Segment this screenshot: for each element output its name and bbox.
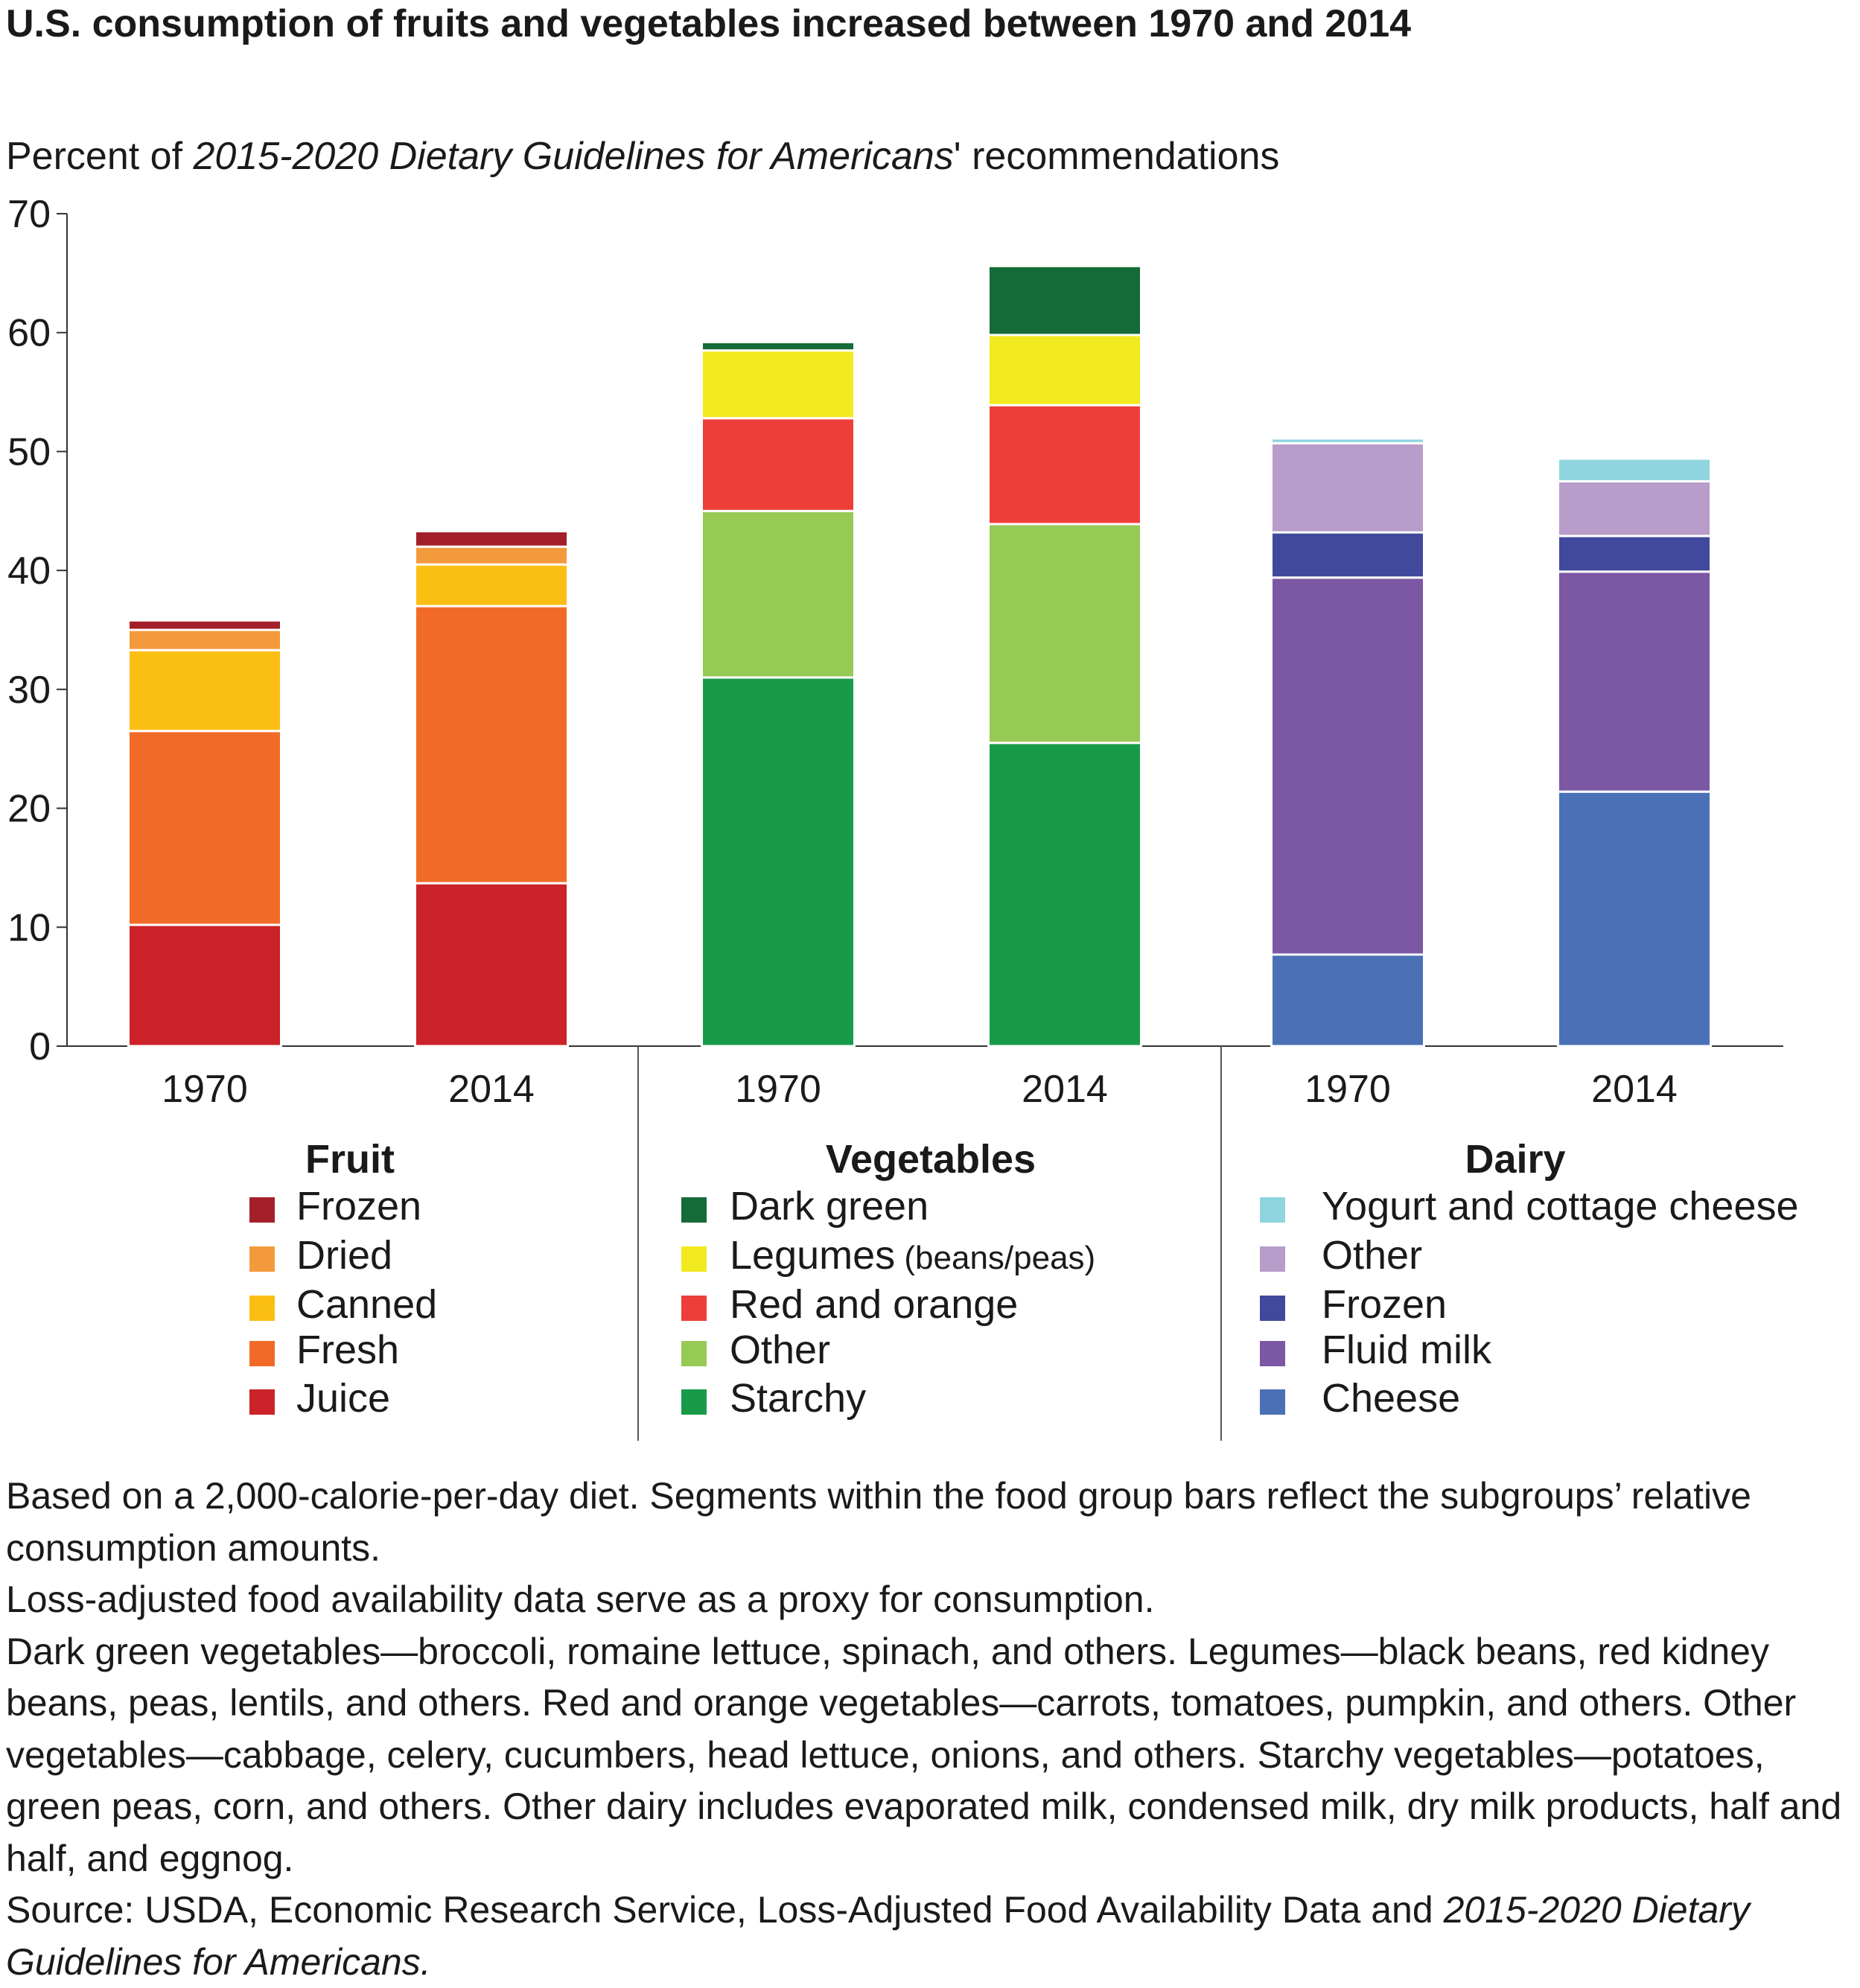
legend-swatch [681,1389,707,1415]
y-tick-label: 70 [7,193,51,236]
bar-segment-vegetables-starchy-1970 [701,676,856,1048]
note-source: Source: USDA, Economic Research Service,… [6,1885,1853,1988]
legend-swatch [249,1296,275,1321]
legend-label: Starchy [730,1376,866,1421]
bar-segment-fruit-juice-2014 [414,882,569,1048]
legend-label: Red and orange [730,1282,1018,1327]
legend-swatch [681,1246,707,1272]
y-axis-label-prefix: Percent of [6,135,194,178]
bar-segment-fruit-frozen-1970 [127,619,282,631]
x-tick-label: 2014 [1591,1068,1678,1111]
chart-title: U.S. consumption of fruits and vegetable… [6,2,1412,45]
legend-label: Fresh [296,1328,399,1372]
legend-label: Dark green [730,1184,929,1229]
y-tick-label: 50 [7,430,51,474]
legend-swatch [1260,1389,1285,1415]
legend-label: Yogurt and cottage cheese [1322,1184,1799,1229]
bar-segment-dairy-other-1970 [1270,442,1425,534]
legend-swatch [1260,1197,1285,1223]
note-definitions: Dark green vegetables—broccoli, romaine … [6,1630,1842,1879]
group-label: Vegetables [826,1137,1036,1182]
bar-segment-fruit-dried-2014 [414,545,569,566]
source-text: Source: USDA, Economic Research Service,… [6,1889,1444,1931]
legend-swatch [1260,1296,1285,1321]
legend-swatch [249,1341,275,1366]
x-tick-label: 2014 [1022,1068,1108,1111]
bar-segment-dairy-frozen-1970 [1270,531,1425,579]
bar-segment-fruit-fresh-2014 [414,605,569,885]
y-tick-label: 0 [29,1025,51,1068]
legend-label: Frozen [296,1184,421,1229]
y-tick-label: 40 [7,549,51,593]
bar-segment-vegetables-legumes-beans-peas--1970 [701,349,856,420]
y-tick-label: 60 [7,312,51,355]
chart-notes: Based on a 2,000-calorie-per-day diet. S… [6,1471,1853,1988]
bar-segment-dairy-fluid-milk-1970 [1270,576,1425,956]
bar-segment-fruit-frozen-2014 [414,529,569,548]
bar-segment-fruit-juice-1970 [127,923,282,1048]
legend-label: Canned [296,1282,437,1327]
bar-segment-dairy-yogurt-and-cottage-cheese-2014 [1557,457,1712,482]
legend-label-suffix: (beans/peas) [895,1240,1095,1276]
bar-segment-dairy-frozen-2014 [1557,535,1712,573]
legend-label: Fluid milk [1322,1328,1492,1372]
bar-segment-vegetables-starchy-2014 [987,742,1142,1048]
y-axis-label-suffix: ' recommendations [953,135,1280,178]
x-tick-label: 1970 [1305,1068,1391,1111]
bar-segment-vegetables-other-2014 [987,523,1142,745]
bar-segment-dairy-cheese-2014 [1557,790,1712,1048]
group-label: Dairy [1465,1137,1565,1182]
bar-segment-vegetables-dark-green-2014 [987,264,1142,337]
bar-segment-fruit-canned-1970 [127,649,282,733]
y-tick-label: 30 [7,669,51,712]
legend-label: Other [730,1328,830,1372]
legend-swatch [681,1341,707,1366]
legend-label: Dried [296,1233,392,1278]
bar-segment-fruit-dried-1970 [127,628,282,651]
legend-swatch [1260,1246,1285,1272]
legend-swatch [249,1197,275,1223]
group-label: Fruit [305,1137,395,1182]
legend-swatch [681,1197,707,1223]
bar-segment-vegetables-legumes-beans-peas--2014 [987,334,1142,407]
y-axis-label: Percent of 2015-2020 Dietary Guidelines … [6,133,1279,180]
x-tick-label: 2014 [448,1068,535,1111]
bar-segment-dairy-cheese-1970 [1270,953,1425,1048]
legend-label: Frozen [1322,1282,1447,1327]
bar-segment-vegetables-dark-green-1970 [701,340,856,352]
note-diet: Based on a 2,000-calorie-per-day diet. S… [6,1475,1751,1569]
bar-segment-dairy-other-2014 [1557,480,1712,538]
y-axis-label-italic: 2015-2020 Dietary Guidelines for America… [193,135,954,178]
legend-label: Juice [296,1376,390,1421]
bar-segment-dairy-yogurt-and-cottage-cheese-1970 [1270,437,1425,445]
source-italic: 2015-2020 Dietary Guidelines for America… [6,1889,1750,1983]
legend-swatch [681,1296,707,1321]
bar-segment-vegetables-other-1970 [701,509,856,679]
legend-label: Other [1322,1233,1422,1278]
bar-segment-fruit-canned-2014 [414,563,569,608]
legend-swatch [1260,1341,1285,1366]
note-proxy: Loss-adjusted food availability data ser… [6,1578,1155,1620]
legend-swatch [249,1389,275,1415]
bar-segment-dairy-fluid-milk-2014 [1557,570,1712,793]
x-tick-label: 1970 [735,1068,821,1111]
x-tick-label: 1970 [162,1068,248,1111]
bar-segment-vegetables-red-and-orange-1970 [701,417,856,512]
bar-segment-fruit-fresh-1970 [127,730,282,926]
legend-swatch [249,1246,275,1272]
legend-label: Cheese [1322,1376,1460,1421]
y-tick-label: 10 [7,906,51,949]
y-tick-label: 20 [7,788,51,831]
legend-label: Legumes (beans/peas) [730,1233,1095,1278]
bar-segment-vegetables-red-and-orange-2014 [987,404,1142,526]
